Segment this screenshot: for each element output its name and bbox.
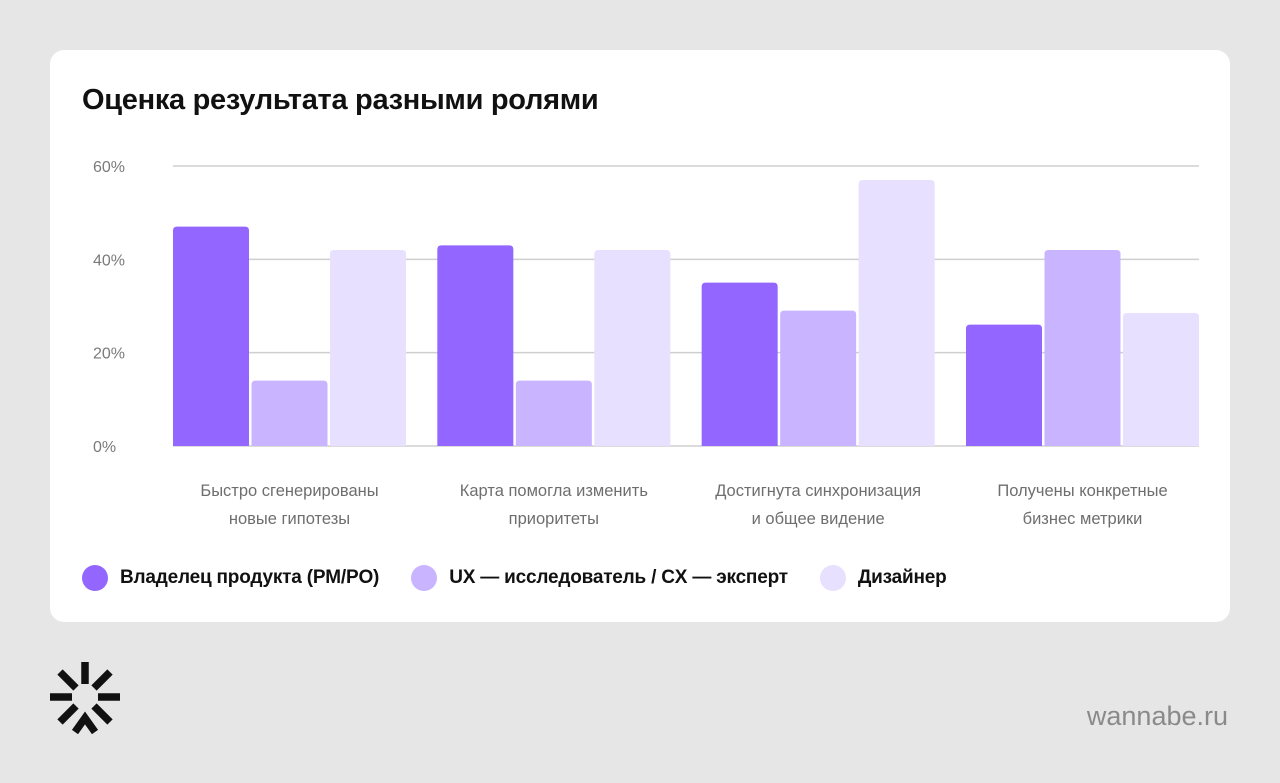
x-category-label: Карта помогла изменить <box>460 482 648 500</box>
asterisk-logo-icon <box>50 662 120 734</box>
site-url: wannabe.ru <box>1086 701 1228 731</box>
legend-item: Владелец продукта (PM/PO) <box>82 565 379 591</box>
bar <box>1044 250 1121 446</box>
bar <box>437 245 514 446</box>
legend-label: Дизайнер <box>857 567 947 588</box>
y-tick-label: 0% <box>93 439 116 456</box>
x-category-label: бизнес метрики <box>1023 510 1143 528</box>
bar <box>780 310 857 446</box>
x-category-label: Получены конкретные <box>997 482 1167 500</box>
x-category-label: приоритеты <box>509 510 599 528</box>
bar <box>701 282 778 446</box>
chart-card: Оценка результата разными ролями 0% 20% 40… <box>50 50 1230 622</box>
bar <box>251 380 328 446</box>
bar <box>594 250 671 446</box>
x-category-label: Достигнута синхронизация <box>715 482 921 500</box>
legend-swatch <box>819 565 846 591</box>
x-category-label: Быстро сгенерированы <box>200 482 378 500</box>
bar-chart: 0% 20% 40% 60% Быстро сгенерированы новые гип… <box>93 159 1199 528</box>
bar <box>966 324 1042 446</box>
bar <box>1123 313 1199 446</box>
bar <box>173 226 249 446</box>
chart-legend: Владелец продукта (PM/PO) UX — исследоват… <box>82 563 979 593</box>
legend-item: Дизайнер <box>819 565 947 591</box>
bar <box>858 180 935 446</box>
legend-swatch <box>82 565 108 591</box>
x-category-label: новые гипотезы <box>229 510 350 528</box>
y-tick-label: 20% <box>93 346 125 363</box>
bar <box>515 380 592 446</box>
legend-label: Владелец продукта (PM/PO) <box>120 567 380 588</box>
bar <box>330 250 406 446</box>
legend-label: UX — исследователь / CX — эксперт <box>449 567 788 588</box>
chart-title: Оценка результата разными ролями <box>82 84 599 116</box>
legend-item: UX — исследователь / CX — эксперт <box>411 565 788 591</box>
legend-swatch <box>411 565 438 591</box>
x-category-label: и общее видение <box>752 510 885 528</box>
y-tick-label: 40% <box>93 252 125 269</box>
y-tick-label: 60% <box>93 159 125 176</box>
